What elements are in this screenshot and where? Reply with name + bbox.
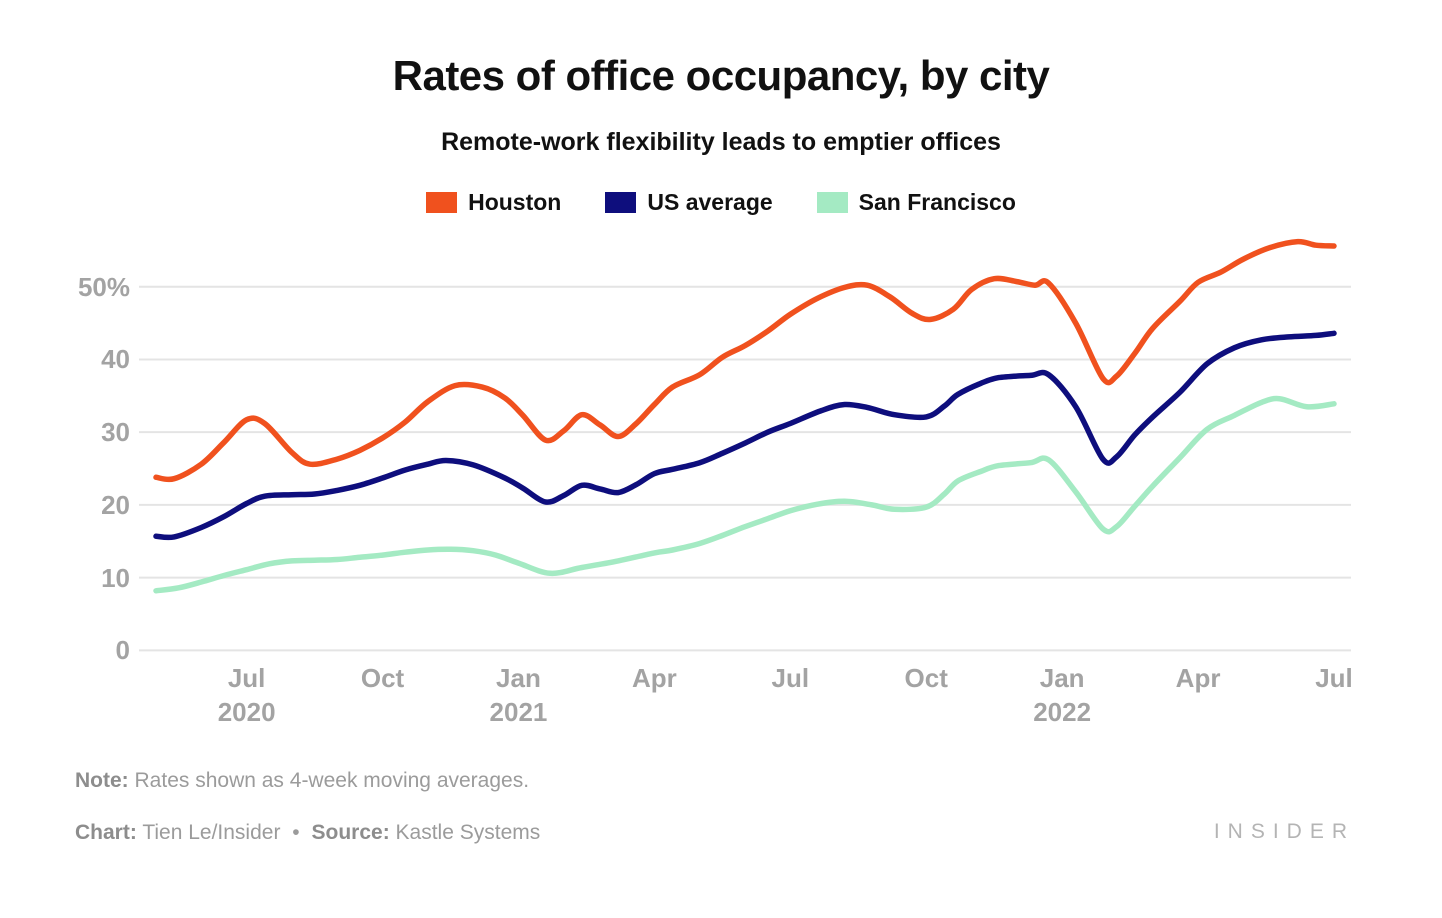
legend-label: US average xyxy=(647,189,773,215)
x-tick-year-label: 2020 xyxy=(217,697,276,727)
insider-logo: INSIDER xyxy=(1213,820,1355,843)
chart-note: Note: Rates shown as 4-week moving avera… xyxy=(75,769,529,793)
series-line-san-francisco xyxy=(153,395,1337,594)
page-title: Rates of office occupancy, by city xyxy=(392,52,1050,99)
legend-item-us-average: US average xyxy=(605,189,773,216)
x-tick-label: Apr xyxy=(1175,663,1221,693)
x-tick-label: Jul xyxy=(227,663,266,693)
x-tick-year-label: 2022 xyxy=(1033,697,1092,727)
x-tick-label: Jan xyxy=(496,663,541,693)
x-tick-label: Apr xyxy=(631,663,677,693)
credit-source-text: Kastle Systems xyxy=(395,821,541,844)
x-tick-label: Oct xyxy=(904,663,948,693)
x-tick-label: Jul xyxy=(771,663,810,693)
page-subtitle: Remote-work flexibility leads to emptier… xyxy=(441,128,1001,156)
x-tick-label: Oct xyxy=(360,663,405,693)
legend-swatch-icon xyxy=(426,192,458,213)
y-tick-label: 30 xyxy=(101,417,130,448)
credit-chart-text: Tien Le/Insider xyxy=(142,821,281,844)
legend-label: Houston xyxy=(468,189,562,215)
credit-separator: • xyxy=(292,821,300,844)
chart-credit: Chart: Tien Le/Insider • Source: Kastle … xyxy=(75,821,540,845)
y-tick-label: 20 xyxy=(101,489,130,520)
y-tick-label: 10 xyxy=(101,562,130,593)
legend-item-houston: Houston xyxy=(426,189,561,216)
legend-label: San Francisco xyxy=(858,189,1016,215)
note-text: Rates shown as 4-week moving averages. xyxy=(134,769,530,792)
credit-chart-label: Chart: xyxy=(75,821,137,844)
x-tick-label: Jul xyxy=(1315,663,1353,693)
legend-item-san-francisco: San Francisco xyxy=(816,189,1016,216)
chart-legend: Houston US average San Francisco xyxy=(0,189,1442,216)
x-tick-label: Jan xyxy=(1039,663,1085,693)
x-tick-year-label: 2021 xyxy=(489,697,548,727)
legend-swatch-icon xyxy=(605,192,637,213)
y-tick-label: 0 xyxy=(115,635,130,666)
note-label: Note: xyxy=(75,769,129,792)
y-tick-label: 40 xyxy=(101,344,130,375)
series-line-us-average xyxy=(153,330,1337,541)
y-tick-label: 50% xyxy=(77,271,130,302)
credit-source-label: Source: xyxy=(311,821,390,844)
legend-swatch-icon xyxy=(816,192,848,213)
series-line-houston xyxy=(153,238,1337,483)
